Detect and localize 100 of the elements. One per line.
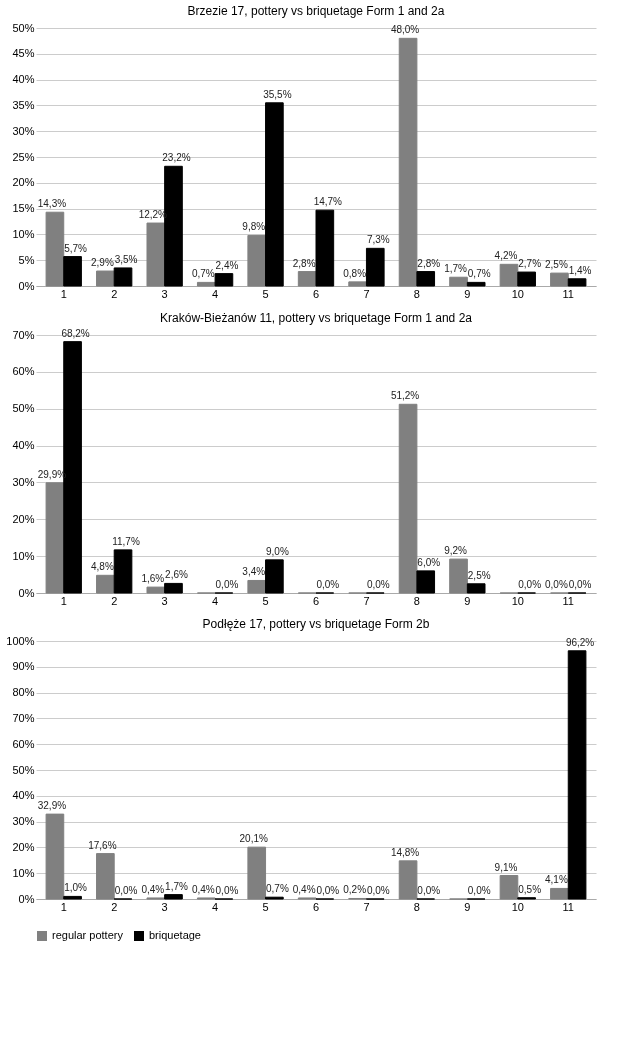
data-label: 48,0% [390, 24, 420, 36]
data-label: 0,0% [114, 885, 138, 896]
bar [265, 559, 284, 594]
bar [416, 570, 436, 594]
data-label: 9,0% [265, 545, 289, 557]
data-label: 0,0% [366, 885, 390, 896]
data-label: 4,2% [494, 250, 518, 262]
bar [247, 579, 267, 594]
bar [517, 271, 536, 287]
bar [365, 247, 385, 287]
bar [214, 273, 234, 287]
bar [315, 209, 335, 287]
data-label: 0,0% [316, 579, 340, 590]
data-label: 0,5% [518, 883, 542, 895]
data-label: 14,7% [313, 196, 343, 208]
data-label: 2,5% [545, 259, 568, 271]
data-label: 35,5% [263, 88, 292, 100]
bar [550, 887, 569, 900]
chart-title: Kraków-Bieżanów 11, pottery vs briquetage Form 1 and 2a [160, 310, 473, 325]
bar [398, 403, 418, 594]
data-label: 0,0% [545, 579, 568, 590]
bar [146, 586, 166, 594]
data-label: 32,9% [37, 800, 67, 812]
bar [449, 276, 468, 287]
data-label: 2,9% [90, 257, 114, 269]
x-tick-label: 5 [262, 594, 269, 607]
data-label: 0,0% [568, 579, 592, 590]
y-tick-label: 45% [12, 47, 35, 60]
y-tick-label: 100% [6, 634, 35, 647]
y-tick-label: 10% [12, 549, 35, 562]
x-tick-label: 5 [262, 900, 269, 913]
chart-title: Podłęże 17, pottery vs briquetage Form 2b [202, 617, 430, 631]
y-tick-label: 0% [18, 586, 35, 599]
data-label: 4,8% [90, 561, 114, 573]
y-tick-label: 20% [12, 176, 35, 189]
bar [567, 650, 587, 900]
data-label: 1,4% [568, 264, 592, 276]
data-label: 20,1% [239, 833, 268, 845]
data-label: 0,0% [215, 579, 239, 590]
y-tick-label: 5% [18, 253, 35, 266]
y-tick-label: 15% [12, 202, 35, 215]
y-tick-label: 40% [12, 439, 35, 452]
bar [96, 270, 115, 287]
bar [499, 875, 519, 900]
x-tick-label: 10 [511, 594, 524, 607]
x-tick-label: 6 [312, 287, 320, 300]
data-label: 0,8% [343, 267, 367, 279]
legend-label: briquetage [149, 929, 201, 941]
x-tick-label: 1 [60, 594, 67, 607]
data-label: 2,5% [467, 569, 491, 581]
y-tick-label: 50% [12, 402, 35, 415]
bar [45, 813, 65, 900]
data-label: 0,2% [343, 884, 367, 896]
x-tick-label: 10 [511, 287, 524, 300]
bar [398, 860, 418, 900]
y-tick-label: 35% [12, 98, 35, 111]
data-label: 96,2% [565, 636, 595, 648]
y-tick-label: 40% [12, 73, 35, 86]
x-tick-label: 2 [111, 287, 118, 300]
data-label: 23,2% [162, 152, 191, 164]
bar [45, 211, 65, 287]
y-tick-label: 90% [12, 660, 35, 673]
bar [113, 267, 133, 287]
x-tick-label: 7 [363, 287, 370, 300]
y-tick-label: 60% [12, 737, 35, 750]
data-label: 1,7% [165, 880, 188, 892]
x-tick-label: 4 [212, 900, 219, 913]
bar [398, 37, 418, 287]
data-label: 0,7% [467, 268, 491, 280]
x-tick-label: 2 [111, 594, 118, 607]
data-label: 9,2% [444, 545, 468, 557]
bar [550, 272, 569, 287]
data-label: 1,0% [64, 882, 88, 894]
y-tick-label: 80% [12, 686, 35, 699]
y-tick-label: 20% [12, 512, 35, 525]
bar [247, 234, 267, 287]
bar [63, 895, 82, 900]
y-tick-label: 50% [12, 21, 35, 34]
y-tick-label: 30% [12, 124, 35, 137]
bar [247, 846, 267, 900]
bar [466, 583, 486, 594]
bar [499, 263, 519, 287]
bar [265, 102, 284, 287]
x-tick-label: 8 [413, 900, 420, 913]
data-label: 3,4% [242, 566, 266, 578]
x-tick-label: 4 [212, 287, 219, 300]
data-label: 0,0% [467, 885, 491, 896]
data-label: 51,2% [390, 390, 420, 402]
x-tick-label: 4 [212, 594, 219, 607]
y-tick-label: 60% [12, 365, 35, 378]
y-tick-label: 30% [12, 475, 35, 488]
data-label: 2,6% [165, 569, 188, 581]
x-tick-label: 1 [60, 287, 67, 300]
data-label: 6,0% [417, 556, 441, 568]
data-label: 4,1% [545, 874, 568, 886]
data-label: 1,7% [444, 263, 468, 275]
data-label: 68,2% [61, 327, 90, 339]
data-label: 0,7% [265, 883, 289, 895]
x-tick-label: 7 [363, 594, 370, 607]
bar [96, 574, 115, 594]
